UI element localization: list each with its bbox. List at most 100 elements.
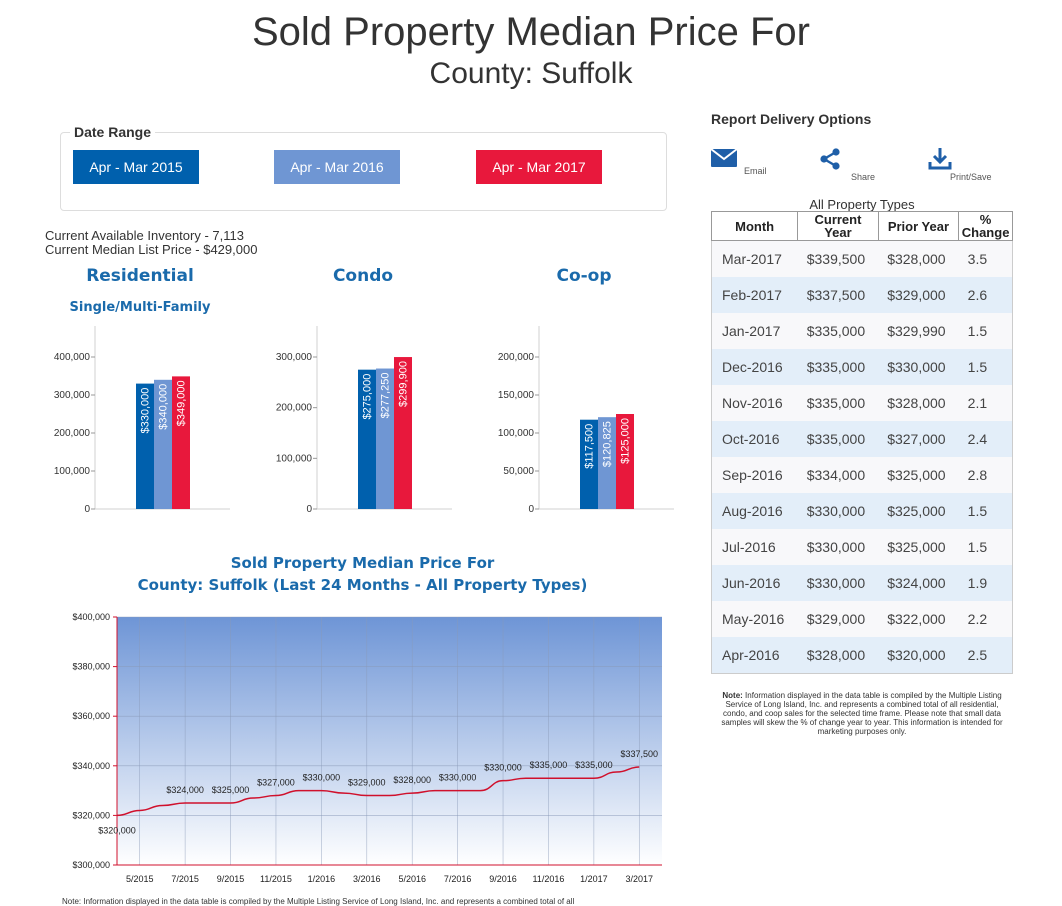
pct-change-cell: 2.4 <box>958 421 1013 457</box>
table-row: Jan-2017 $335,000 $329,990 1.5 <box>711 313 1013 349</box>
prior-year-cell: $325,000 <box>878 457 959 493</box>
x-tick-label: 5/2015 <box>126 874 154 884</box>
prior-year-cell: $328,000 <box>878 240 959 277</box>
email-option[interactable]: Email <box>710 146 770 180</box>
point-value-label: $330,000 <box>484 763 522 773</box>
y-tick-label: 300,000 <box>54 390 91 401</box>
current-year-cell: $330,000 <box>797 529 879 565</box>
y-tick-label: $400,000 <box>72 612 110 622</box>
x-tick-label: 11/2016 <box>533 874 565 884</box>
prior-year-cell: $329,990 <box>878 313 959 349</box>
bar <box>580 419 598 509</box>
pct-change-header: % Change <box>958 211 1013 241</box>
pct-change-cell: 3.5 <box>958 240 1013 277</box>
y-tick-label: $320,000 <box>72 810 110 820</box>
bar <box>136 383 154 509</box>
envelope-icon <box>710 148 738 167</box>
median-price-table: Month Current Year Prior Year % Change M… <box>710 211 1013 674</box>
x-tick-label: 7/2016 <box>444 874 472 884</box>
month-cell: Nov-2016 <box>711 385 798 421</box>
bar-value-label: $275,000 <box>362 374 374 420</box>
y-tick-label: 50,000 <box>503 466 534 477</box>
date-range-panel <box>60 132 667 211</box>
current-year-cell: $334,000 <box>797 457 879 493</box>
prior-year-cell: $330,000 <box>878 349 959 385</box>
share-option[interactable]: Share <box>818 146 878 186</box>
bar-value-label: $125,000 <box>620 418 632 464</box>
point-value-label: $330,000 <box>439 773 477 783</box>
plot-area <box>117 617 662 865</box>
line-chart-title: Sold Property Median Price For <box>230 554 495 572</box>
x-tick-label: 9/2015 <box>217 874 245 884</box>
point-value-label: $324,000 <box>166 785 204 795</box>
table-row: Jul-2016 $330,000 $325,000 1.5 <box>711 529 1013 565</box>
pct-change-cell: 1.9 <box>958 565 1013 601</box>
current-year-header-line2: Year <box>824 225 852 240</box>
month-cell: Mar-2017 <box>711 240 798 277</box>
y-tick-label: 400,000 <box>54 352 91 363</box>
month-cell: Dec-2016 <box>711 349 798 385</box>
residential-bar-chart: 0 100,000 200,000 300,000 400,000 $330,000 $34… <box>54 326 230 515</box>
pct-change-cell: 1.5 <box>958 493 1013 529</box>
table-row: Dec-2016 $335,000 $330,000 1.5 <box>711 349 1013 385</box>
date-button-2016[interactable]: Apr - Mar 2016 <box>274 150 400 184</box>
point-value-label: $337,500 <box>621 749 659 759</box>
x-tick-label: 5/2016 <box>398 874 426 884</box>
residential-chart-subtitle: Single/Multi-Family <box>69 300 211 315</box>
print-save-option[interactable]: Print/Save <box>927 146 997 186</box>
x-tick-label: 3/2017 <box>626 874 654 884</box>
bar-value-label: $299,900 <box>398 361 410 407</box>
y-tick-label: 200,000 <box>498 352 535 363</box>
prior-year-cell: $324,000 <box>878 565 959 601</box>
date-button-2017[interactable]: Apr - Mar 2017 <box>476 150 602 184</box>
month-cell: Jul-2016 <box>711 529 798 565</box>
table-row: Oct-2016 $335,000 $327,000 2.4 <box>711 421 1013 457</box>
condo-chart-title: Condo <box>332 266 394 286</box>
pct-change-header-line1: % <box>979 212 992 227</box>
x-tick-label: 3/2016 <box>353 874 381 884</box>
table-row: Jun-2016 $330,000 $324,000 1.9 <box>711 565 1013 601</box>
current-year-cell: $337,500 <box>797 277 879 313</box>
current-year-header: Current Year <box>797 211 879 241</box>
point-value-label: $325,000 <box>212 785 250 795</box>
coop-bar-chart: 0 50,000 100,000 150,000 200,000 $117,500 $120… <box>498 326 674 515</box>
inventory-stat: Current Available Inventory - 7,113 <box>45 228 244 243</box>
y-tick-label: 100,000 <box>54 466 91 477</box>
date-button-2015[interactable]: Apr - Mar 2015 <box>73 150 199 184</box>
month-cell: Feb-2017 <box>711 277 798 313</box>
table-row: Nov-2016 $335,000 $328,000 2.1 <box>711 385 1013 421</box>
table-row: Apr-2016 $328,000 $320,000 2.5 <box>711 637 1013 674</box>
bar-value-label: $277,250 <box>380 373 392 419</box>
bar <box>394 357 412 509</box>
current-year-cell: $335,000 <box>797 385 879 421</box>
x-tick-label: 7/2015 <box>171 874 199 884</box>
bar <box>358 369 376 509</box>
y-tick-label: 200,000 <box>54 428 91 439</box>
y-tick-label: $380,000 <box>72 662 110 672</box>
prior-year-cell: $329,000 <box>878 277 959 313</box>
coop-chart-title: Co-op <box>556 266 612 286</box>
point-value-label: $335,000 <box>575 760 613 770</box>
current-year-header-line1: Current <box>814 212 862 227</box>
month-header: Month <box>710 211 799 241</box>
date-range-legend: Date Range <box>70 124 156 140</box>
email-label: Email <box>744 166 767 176</box>
x-tick-label: 9/2016 <box>489 874 517 884</box>
share-label: Share <box>851 172 876 182</box>
prior-year-cell: $327,000 <box>878 421 959 457</box>
share-icon <box>820 148 840 170</box>
point-value-label: $327,000 <box>257 778 295 788</box>
table-row: Sep-2016 $334,000 $325,000 2.8 <box>711 457 1013 493</box>
prior-year-cell: $328,000 <box>878 385 959 421</box>
pct-change-cell: 2.8 <box>958 457 1013 493</box>
y-tick-label: 100,000 <box>276 453 313 464</box>
print-save-label: Print/Save <box>950 172 992 182</box>
line-chart-subtitle: County: Suffolk (Last 24 Months - All Pr… <box>137 576 588 594</box>
y-tick-label: $300,000 <box>72 860 110 870</box>
bar-value-label: $120,825 <box>602 421 614 467</box>
x-tick-label: 1/2016 <box>308 874 336 884</box>
prior-year-header: Prior Year <box>877 211 960 241</box>
y-tick-label: 0 <box>528 504 534 515</box>
download-icon <box>928 148 952 170</box>
month-cell: Aug-2016 <box>711 493 798 529</box>
